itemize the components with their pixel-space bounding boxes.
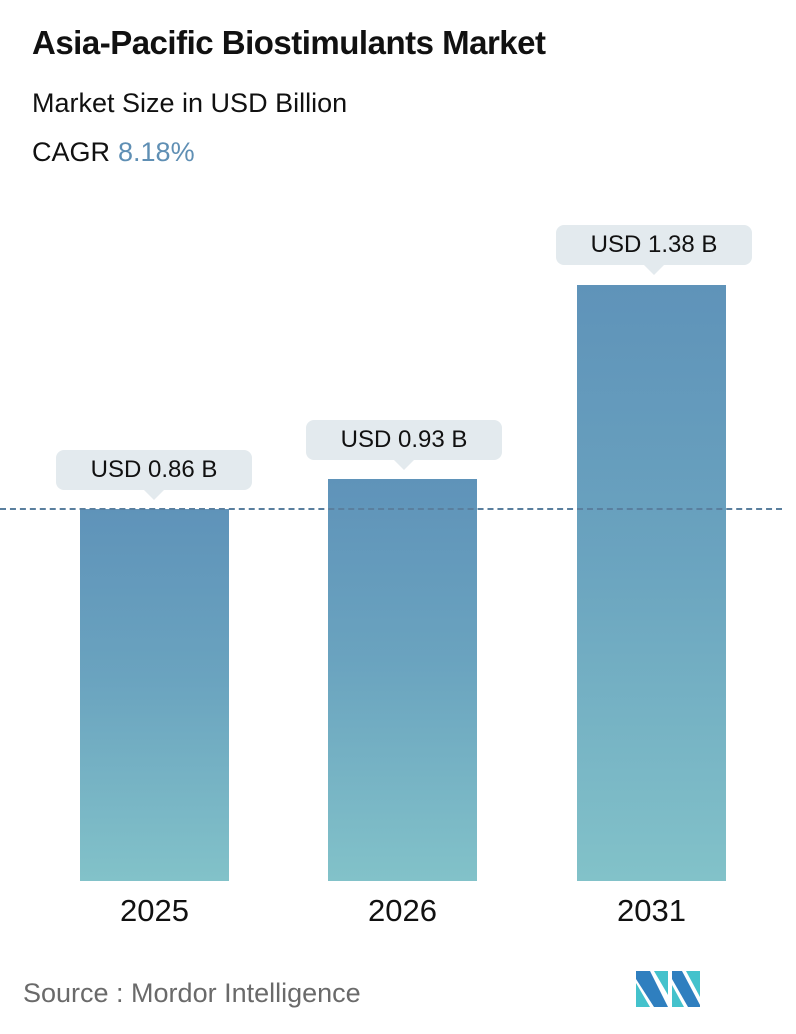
source-text: Source : Mordor Intelligence	[23, 978, 361, 1008]
cagr-label: CAGR	[32, 137, 111, 167]
cagr: CAGR 8.18%	[32, 137, 195, 168]
chart-title: Asia-Pacific Biostimulants Market	[32, 24, 546, 61]
x-tick-2025: 2025	[120, 893, 189, 928]
data-label-2025: USD 0.86 B	[56, 450, 252, 500]
x-tick-2026: 2026	[368, 893, 437, 928]
mordor-intelligence-logo-icon	[636, 971, 700, 1007]
bar-2025	[80, 509, 229, 881]
chart-subtitle: Market Size in USD Billion	[32, 88, 348, 118]
bar-2031	[577, 285, 726, 881]
data-label-2026: USD 0.93 B	[306, 420, 502, 470]
data-label-2031: USD 1.38 B	[556, 225, 752, 275]
cagr-value: 8.18%	[118, 137, 195, 167]
x-tick-2031: 2031	[617, 893, 686, 928]
reference-dashed-line	[0, 508, 782, 510]
bar-2026	[328, 479, 477, 881]
